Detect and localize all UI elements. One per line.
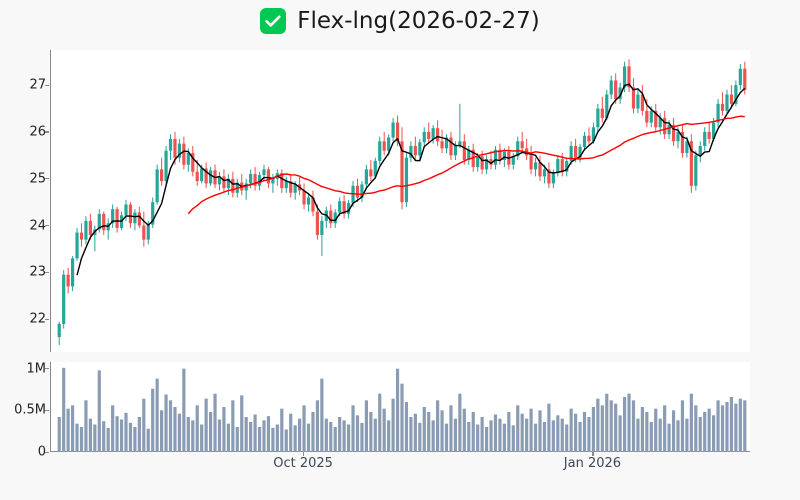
- x-tick-mark: [592, 452, 594, 456]
- x-tick-mark: [303, 452, 305, 456]
- price-y-axis: 22 23 24 25 26 27: [0, 50, 49, 352]
- price-y-tick-label: 24: [29, 218, 46, 234]
- volume-chart-panel[interactable]: [50, 362, 750, 452]
- candlestick-plot: [57, 59, 747, 345]
- volume-y-tick-mark: [45, 368, 49, 370]
- volume-y-tick-label: 0.5M: [14, 402, 46, 418]
- price-y-tick-mark: [45, 225, 49, 227]
- volume-y-tick-label: 1M: [26, 361, 47, 377]
- volume-y-tick-mark: [45, 409, 49, 412]
- volume-bar-plot: [57, 367, 747, 452]
- price-y-tick-label: 23: [29, 264, 46, 280]
- chart-title-bar: Flex-lng(2026-02-27): [0, 0, 800, 42]
- volume-y-tick-mark: [45, 451, 49, 453]
- volume-y-tick-label: 0: [37, 444, 46, 460]
- price-y-tick-label: 26: [29, 124, 46, 140]
- page-title: Flex-lng(2026-02-27): [297, 8, 540, 34]
- price-y-tick-label: 27: [29, 77, 46, 93]
- price-y-tick-mark: [45, 318, 49, 320]
- checkbox-checked-icon[interactable]: [260, 8, 287, 34]
- price-y-tick-mark: [45, 178, 49, 180]
- price-y-tick-mark: [45, 84, 49, 86]
- x-tick-label: Jan 2026: [563, 456, 622, 471]
- price-y-tick-label: 25: [29, 171, 46, 187]
- price-y-tick-mark: [45, 131, 49, 133]
- price-chart-panel[interactable]: [50, 50, 750, 352]
- x-tick-label: Oct 2025: [273, 456, 333, 471]
- price-y-tick-mark: [45, 271, 49, 274]
- price-y-tick-label: 22: [29, 311, 46, 327]
- volume-y-axis: 0 0.5M 1M: [0, 361, 49, 460]
